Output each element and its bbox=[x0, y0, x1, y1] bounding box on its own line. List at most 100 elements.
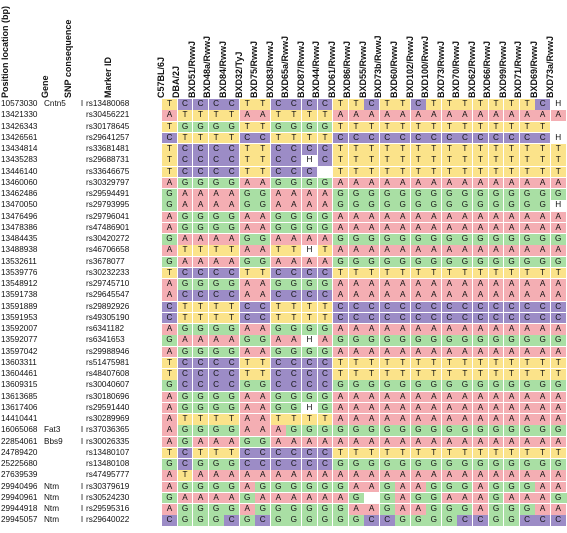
genotype-cell: T bbox=[379, 357, 395, 369]
genotype-cell: A bbox=[255, 245, 271, 256]
genotype-cell: G bbox=[426, 481, 442, 493]
genotype-cell: G bbox=[473, 425, 488, 436]
genotype-cell: G bbox=[379, 189, 395, 200]
genotype-cell: G bbox=[177, 436, 193, 448]
genotype-cell: A bbox=[410, 211, 426, 223]
genotype-cell: G bbox=[286, 515, 302, 526]
table-row: 13539776 rs30232233 T C C C C T T C C C C T T T T T T T T T T T… bbox=[0, 268, 567, 279]
genotype-cell: A bbox=[379, 110, 395, 121]
genotype-cell: G bbox=[364, 335, 380, 346]
genotype-cell: G bbox=[488, 234, 504, 245]
genotype-cell: C bbox=[208, 99, 224, 110]
gene-cell bbox=[44, 335, 74, 346]
genotype-cell: A bbox=[535, 177, 551, 189]
genotype-cell: C bbox=[224, 369, 240, 380]
genotype-cell: T bbox=[333, 166, 348, 178]
genotype-cell: G bbox=[317, 515, 333, 526]
genotype-cell: C bbox=[504, 312, 520, 324]
genotype-cell: C bbox=[270, 166, 286, 178]
genotype-cell: C bbox=[457, 515, 473, 526]
genotype-cell: T bbox=[224, 301, 240, 313]
genotype-cell: C bbox=[488, 312, 504, 324]
genotype-cell: A bbox=[162, 110, 177, 121]
genotype-cell: T bbox=[473, 166, 488, 178]
genotype-cell: C bbox=[224, 166, 240, 178]
position-cell: 13470050 bbox=[1, 200, 38, 210]
genotype-cell: G bbox=[379, 459, 395, 470]
genotype-cell: T bbox=[255, 99, 271, 110]
table-row: 13592007 rs6341182 A G G G G A A G G G G A A A A A A A A A A A A… bbox=[0, 324, 567, 335]
genotype-cell: G bbox=[395, 200, 411, 211]
genotype-cell: A bbox=[239, 402, 255, 414]
genotype-cell: G bbox=[239, 492, 255, 504]
genotype-cell: G bbox=[426, 189, 442, 200]
genotype-cell: G bbox=[208, 425, 224, 436]
table-row: 13548912 rs29745710 A G G G G A A G G G G A A A A A A A A A A A… bbox=[0, 279, 567, 290]
genotype-cell: G bbox=[317, 481, 333, 493]
genotype-cell: T bbox=[255, 267, 271, 279]
genotype-cell: G bbox=[535, 425, 551, 436]
genotype-cell: C bbox=[270, 357, 286, 369]
genotype-cell: G bbox=[457, 504, 473, 515]
genotype-cell: T bbox=[488, 357, 504, 369]
genotype-cell: A bbox=[410, 346, 426, 358]
genotype-cell: A bbox=[208, 256, 224, 268]
genotype-cell: T bbox=[270, 301, 286, 313]
genotype-cell: G bbox=[301, 121, 317, 133]
genotype-cell: A bbox=[286, 256, 302, 268]
genotype-cell: T bbox=[348, 267, 364, 279]
genotype-cell: T bbox=[301, 312, 317, 324]
genotype-cell: A bbox=[410, 402, 426, 414]
genotype-cell: G bbox=[488, 481, 504, 493]
genotype-cell: H bbox=[301, 335, 317, 346]
genotype-cell: C bbox=[255, 447, 271, 459]
genotype-cell: A bbox=[255, 177, 271, 189]
genotype-cell: G bbox=[488, 492, 504, 504]
genotype-cell: T bbox=[317, 312, 333, 324]
genotype-cell: A bbox=[473, 279, 488, 290]
genotype-cell: T bbox=[162, 166, 177, 178]
gene-cell: Fat3 bbox=[44, 425, 61, 435]
genotype-cell: C bbox=[410, 132, 426, 144]
position-cell: 13462486 bbox=[1, 189, 38, 198]
genotype-cell: C bbox=[301, 166, 317, 178]
marker-cell: rs29688731 bbox=[86, 155, 130, 165]
genotype-cell: G bbox=[488, 504, 504, 515]
genotype-cell: A bbox=[177, 189, 193, 200]
genotype-cell: A bbox=[410, 470, 426, 481]
marker-cell: rs51475981 bbox=[86, 357, 130, 367]
genotype-cell: A bbox=[379, 414, 395, 425]
genotype-cell: C bbox=[317, 155, 333, 166]
gene-cell bbox=[44, 268, 74, 279]
gene-cell bbox=[44, 313, 74, 324]
marker-cell: rs30289969 bbox=[86, 414, 130, 423]
marker-cell: rs47486901 bbox=[86, 222, 130, 232]
genotype-cell: T bbox=[535, 166, 551, 178]
snp-cell: I bbox=[80, 515, 84, 525]
gene-cell bbox=[44, 122, 74, 133]
genotype-cell: G bbox=[535, 459, 551, 470]
genotype-cell: C bbox=[224, 357, 240, 369]
genotype-cell: T bbox=[519, 144, 535, 155]
genotype-cell bbox=[550, 121, 566, 133]
position-cell: 27639539 bbox=[1, 470, 38, 480]
genotype-cell: G bbox=[224, 459, 240, 470]
genotype-cell: A bbox=[162, 290, 177, 301]
genotype-cell: A bbox=[535, 391, 551, 403]
genotype-cell: C bbox=[535, 515, 551, 526]
genotype-cell: G bbox=[379, 200, 395, 211]
genotype-cell: T bbox=[519, 155, 535, 166]
genotype-cell: T bbox=[270, 110, 286, 121]
genotype-cell: A bbox=[208, 436, 224, 448]
genotype-cell: G bbox=[441, 335, 457, 346]
genotype-cell: T bbox=[333, 267, 348, 279]
genotype-cell: T bbox=[364, 166, 380, 178]
marker-cell: rs30379619 bbox=[86, 481, 130, 491]
genotype-cell: A bbox=[488, 324, 504, 335]
gene-cell bbox=[44, 392, 74, 403]
genotype-cell: A bbox=[410, 279, 426, 290]
genotype-cell: A bbox=[162, 222, 177, 234]
genotype-cell: C bbox=[162, 301, 177, 313]
genotype-cell: T bbox=[519, 369, 535, 380]
